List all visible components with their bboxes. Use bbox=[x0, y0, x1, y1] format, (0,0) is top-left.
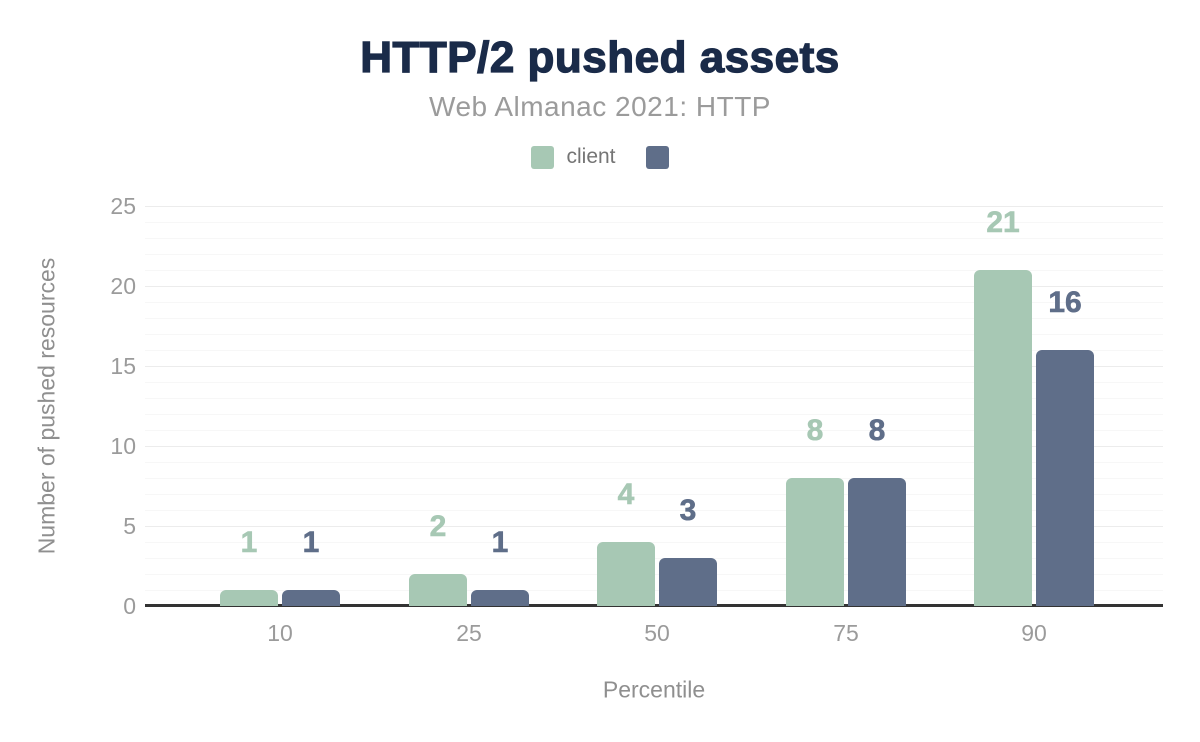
gridline-minor bbox=[145, 254, 1163, 255]
bar-client-p50[interactable] bbox=[597, 542, 655, 606]
bar-value-label: 1 bbox=[240, 526, 258, 560]
gridline-minor bbox=[145, 270, 1163, 271]
bar-value-label: 2 bbox=[429, 510, 447, 544]
gridline-minor bbox=[145, 478, 1163, 479]
gridline-minor bbox=[145, 222, 1163, 223]
gridline-minor bbox=[145, 430, 1163, 431]
gridline-minor bbox=[145, 414, 1163, 415]
y-axis-title: Number of pushed resources bbox=[33, 257, 60, 555]
bar-value-label: 4 bbox=[617, 478, 635, 512]
legend-item-series2[interactable] bbox=[645, 145, 669, 169]
bar-value-label: 21 bbox=[986, 206, 1020, 240]
x-tick-label: 10 bbox=[267, 620, 293, 646]
gridline-minor bbox=[145, 510, 1163, 511]
gridline-major bbox=[145, 286, 1163, 287]
gridline-minor bbox=[145, 462, 1163, 463]
y-tick-label: 20 bbox=[110, 273, 136, 299]
bar-value-label: 1 bbox=[491, 526, 509, 560]
y-tick-label: 15 bbox=[110, 353, 136, 379]
gridline-major bbox=[145, 526, 1163, 527]
x-tick-label: 50 bbox=[644, 620, 670, 646]
gridline-minor bbox=[145, 350, 1163, 351]
bar-value-label: 8 bbox=[806, 414, 824, 448]
gridline-minor bbox=[145, 302, 1163, 303]
legend-label: client bbox=[566, 145, 616, 168]
bar-client-p25[interactable] bbox=[409, 574, 467, 606]
gridline-major bbox=[145, 206, 1163, 207]
bar-series2-p90[interactable] bbox=[1036, 350, 1094, 606]
gridline-major bbox=[145, 366, 1163, 367]
y-tick-label: 10 bbox=[110, 433, 136, 459]
y-tick-label: 0 bbox=[123, 593, 136, 619]
bar-client-p90[interactable] bbox=[974, 270, 1032, 606]
bar-value-label: 8 bbox=[868, 414, 886, 448]
bar-client-p10[interactable] bbox=[220, 590, 278, 606]
legend-item-client[interactable]: client bbox=[531, 145, 616, 169]
gridline-minor bbox=[145, 334, 1163, 335]
bar-client-p75[interactable] bbox=[786, 478, 844, 606]
legend: client bbox=[0, 144, 1200, 170]
bar-value-label: 3 bbox=[679, 494, 697, 528]
x-axis-title: Percentile bbox=[602, 676, 706, 703]
gridline-minor bbox=[145, 318, 1163, 319]
chart-title: HTTP/2 pushed assets bbox=[360, 33, 840, 82]
bar-series2-p25[interactable] bbox=[471, 590, 529, 606]
gridline-minor bbox=[145, 542, 1163, 543]
bar-series2-p75[interactable] bbox=[848, 478, 906, 606]
gridline-minor bbox=[145, 238, 1163, 239]
bar-value-label: 1 bbox=[302, 526, 320, 560]
x-tick-label: 25 bbox=[456, 620, 482, 646]
y-tick-label: 5 bbox=[123, 513, 136, 539]
x-tick-label: 90 bbox=[1021, 620, 1047, 646]
bar-series2-p10[interactable] bbox=[282, 590, 340, 606]
bar-series2-p50[interactable] bbox=[659, 558, 717, 606]
gridline-minor bbox=[145, 494, 1163, 495]
y-tick-label: 25 bbox=[110, 193, 136, 219]
gridline-minor bbox=[145, 398, 1163, 399]
gridline-major bbox=[145, 446, 1163, 447]
legend-swatch bbox=[531, 145, 555, 169]
x-tick-label: 75 bbox=[833, 620, 859, 646]
gridline-minor bbox=[145, 382, 1163, 383]
chart-subtitle: Web Almanac 2021: HTTP bbox=[429, 91, 771, 122]
bar-value-label: 16 bbox=[1048, 286, 1082, 320]
legend-swatch bbox=[645, 145, 669, 169]
